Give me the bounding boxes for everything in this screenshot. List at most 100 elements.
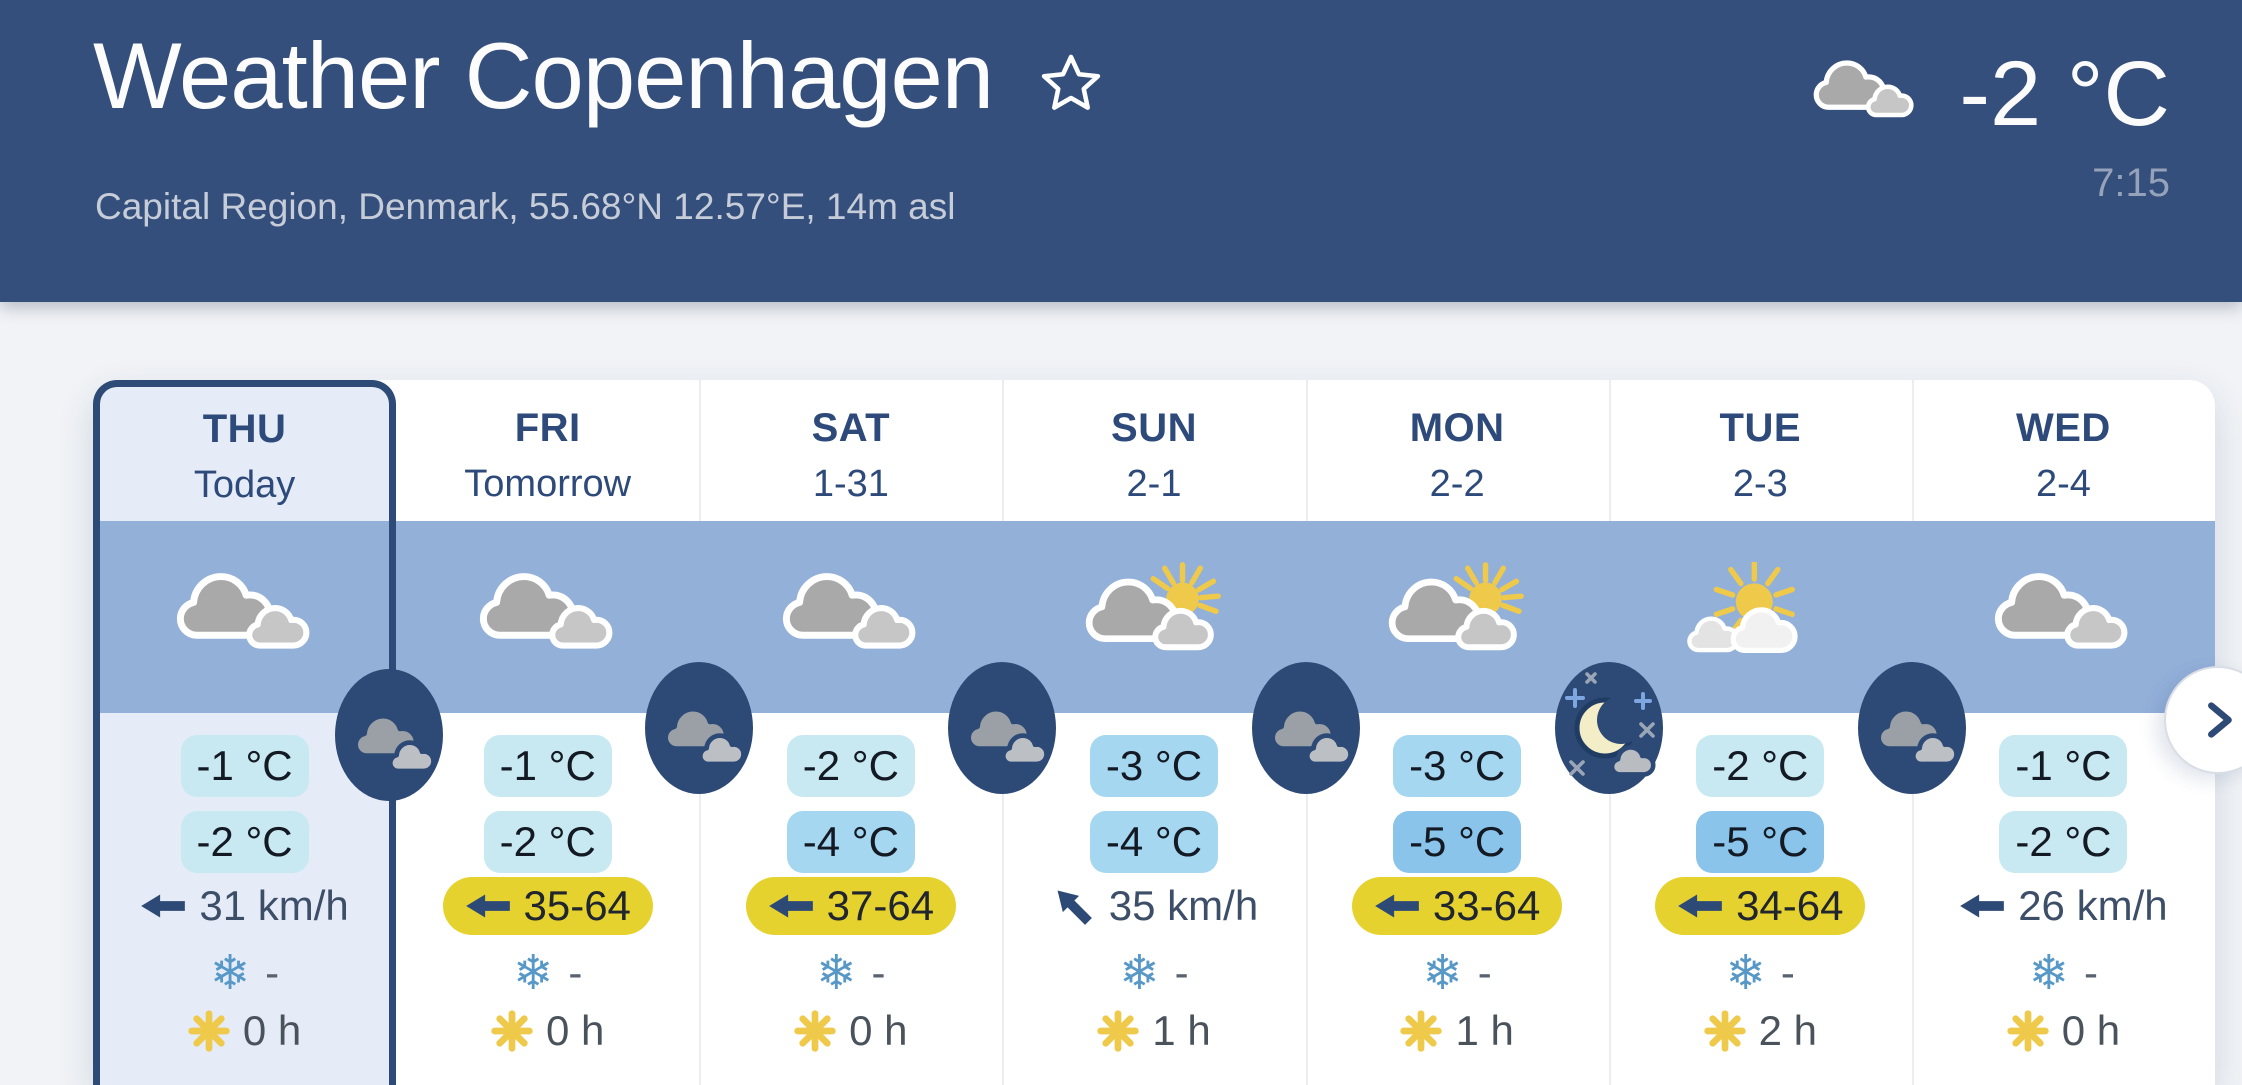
day-header[interactable]: THU Today	[100, 387, 389, 521]
day-date: 2-1	[1126, 463, 1182, 505]
sun-icon	[2007, 1010, 2049, 1052]
sunshine-hours: 1 h	[1455, 1007, 1514, 1054]
chevron-right-icon	[2195, 697, 2241, 743]
wind-direction-arrow-icon	[1677, 891, 1723, 921]
snow-value: -	[1477, 949, 1492, 996]
day-name: WED	[2016, 406, 2111, 450]
wind-direction-arrow-icon	[1959, 891, 2005, 921]
snow-row: ❄ -	[513, 947, 582, 999]
sun-icon	[1704, 1010, 1746, 1052]
day-date: Today	[193, 464, 296, 506]
day-date: 2-2	[1429, 463, 1485, 505]
wind-value: 37-64	[826, 882, 935, 929]
day-name: FRI	[514, 406, 581, 450]
sunshine-hours: 0 h	[242, 1007, 302, 1054]
high-temp-badge: -1 °C	[483, 735, 612, 797]
sun-icon	[1400, 1010, 1442, 1052]
day-column-sat[interactable]: SAT 1-31 -2 °C -4 °C 37-64 ❄ - 0	[699, 380, 1002, 1085]
day-name: TUE	[1719, 406, 1802, 450]
day-date: 2-3	[1732, 463, 1788, 505]
wind-value: 34-64	[1736, 882, 1844, 929]
snowflake-icon: ❄	[1422, 945, 1463, 1001]
day-header[interactable]: TUE 2-3	[1609, 380, 1912, 521]
day-weather-icon	[1672, 562, 1848, 676]
snowflake-icon: ❄	[1725, 945, 1766, 1001]
day-column-mon[interactable]: MON 2-2 -3 °C -5 °C 33-64 ❄ - 1	[1305, 380, 1609, 1085]
high-temp-badge: -1 °C	[180, 735, 309, 797]
day-weather-icon	[763, 562, 939, 676]
day-date: 1-31	[812, 463, 889, 505]
star-outline-icon	[1037, 49, 1105, 117]
seven-day-forecast: THU Today -1 °C -2 °C 31 km/h ❄ -	[93, 380, 2215, 1085]
sun-icon	[188, 1010, 230, 1052]
day-header[interactable]: MON 2-2	[1306, 380, 1609, 521]
sunshine-hours: 0 h	[546, 1007, 605, 1054]
high-temp-badge: -2 °C	[786, 735, 915, 797]
snow-row: ❄ -	[1119, 947, 1188, 999]
wind-direction-arrow-icon	[140, 891, 186, 921]
snow-row: ❄ -	[210, 947, 279, 999]
sunshine-row: 1 h	[1400, 1005, 1514, 1057]
day-name: THU	[202, 407, 287, 451]
day-weather-icon	[157, 562, 333, 676]
high-temp-badge: -3 °C	[1393, 735, 1522, 797]
wind-direction-arrow-icon	[1374, 891, 1420, 921]
snowflake-icon: ❄	[209, 945, 251, 1001]
wind-value: 33-64	[1432, 882, 1541, 929]
wind-chip: 35 km/h	[1028, 877, 1280, 935]
snow-row: ❄ -	[2029, 947, 2098, 999]
day-column-thu[interactable]: THU Today -1 °C -2 °C 31 km/h ❄ -	[93, 380, 396, 1085]
wind-warning-badge: 35-64	[442, 877, 653, 935]
low-temp-badge: -5 °C	[1393, 811, 1522, 873]
sunshine-hours: 0 h	[849, 1007, 908, 1054]
wind-warning-badge: 34-64	[1655, 877, 1866, 935]
wind-warning-badge: 37-64	[745, 877, 957, 935]
wind-value: 26 km/h	[2018, 882, 2168, 929]
location-subtitle: Capital Region, Denmark, 55.68°N 12.57°E…	[95, 186, 956, 227]
day-header[interactable]: SAT 1-31	[699, 380, 1002, 521]
sun-icon	[794, 1010, 836, 1052]
day-header[interactable]: FRI Tomorrow	[396, 380, 699, 521]
day-sky-band	[100, 521, 390, 713]
day-column-tue[interactable]: TUE 2-3 -2 °C -5 °C 34-64 ❄ - 2	[1608, 380, 1912, 1085]
wind-direction-arrow-icon	[768, 891, 814, 921]
day-date: Tomorrow	[464, 463, 632, 505]
day-column-fri[interactable]: FRI Tomorrow -1 °C -2 °C 35-64 ❄ -	[396, 380, 699, 1085]
day-column-sun[interactable]: SUN 2-1 -3 °C -4 °C 35 km/h ❄ -	[1002, 380, 1305, 1085]
low-temp-badge: -2 °C	[483, 811, 612, 873]
sunshine-hours: 0 h	[2061, 1007, 2121, 1054]
day-sky-band	[1305, 521, 1609, 713]
high-temp-badge: -3 °C	[1089, 735, 1219, 797]
current-time: 7:15	[2092, 161, 2170, 205]
favorite-star-button[interactable]	[1037, 49, 1105, 117]
page-header: Weather Copenhagen Capital Region, Denma…	[0, 0, 2242, 302]
sunshine-row: 0 h	[794, 1005, 908, 1057]
day-name: SUN	[1111, 406, 1197, 450]
sunshine-row: 0 h	[491, 1005, 604, 1057]
day-weather-icon	[1066, 562, 1242, 676]
day-header[interactable]: SUN 2-1	[1002, 380, 1305, 521]
snow-value: -	[1174, 949, 1189, 996]
sunshine-row: 2 h	[1704, 1005, 1817, 1057]
snow-row: ❄ -	[1726, 947, 1795, 999]
wind-chip: 26 km/h	[1937, 877, 2189, 935]
low-temp-badge: -2 °C	[1999, 811, 2128, 873]
high-temp-badge: -2 °C	[1696, 735, 1825, 797]
day-sky-band	[396, 521, 700, 713]
wind-warning-badge: 33-64	[1351, 877, 1563, 935]
day-header[interactable]: WED 2-4	[1912, 380, 2215, 521]
day-weather-icon	[1369, 562, 1545, 676]
snow-value: -	[568, 949, 583, 996]
sunshine-hours: 2 h	[1758, 1007, 1817, 1054]
current-conditions: -2 °C 7:15	[1785, 42, 2170, 206]
sun-icon	[1097, 1010, 1139, 1052]
day-column-wed[interactable]: WED 2-4 -1 °C -2 °C 26 km/h ❄ -	[1911, 380, 2215, 1085]
day-sky-band	[1002, 521, 1306, 713]
snow-row: ❄ -	[1423, 947, 1492, 999]
wind-direction-arrow-icon	[1046, 879, 1100, 933]
wind-value: 35 km/h	[1108, 882, 1259, 929]
next-days-button[interactable]	[2164, 666, 2242, 774]
day-date: 2-4	[2035, 463, 2091, 505]
snow-row: ❄ -	[816, 947, 885, 999]
snowflake-icon: ❄	[513, 945, 554, 1001]
